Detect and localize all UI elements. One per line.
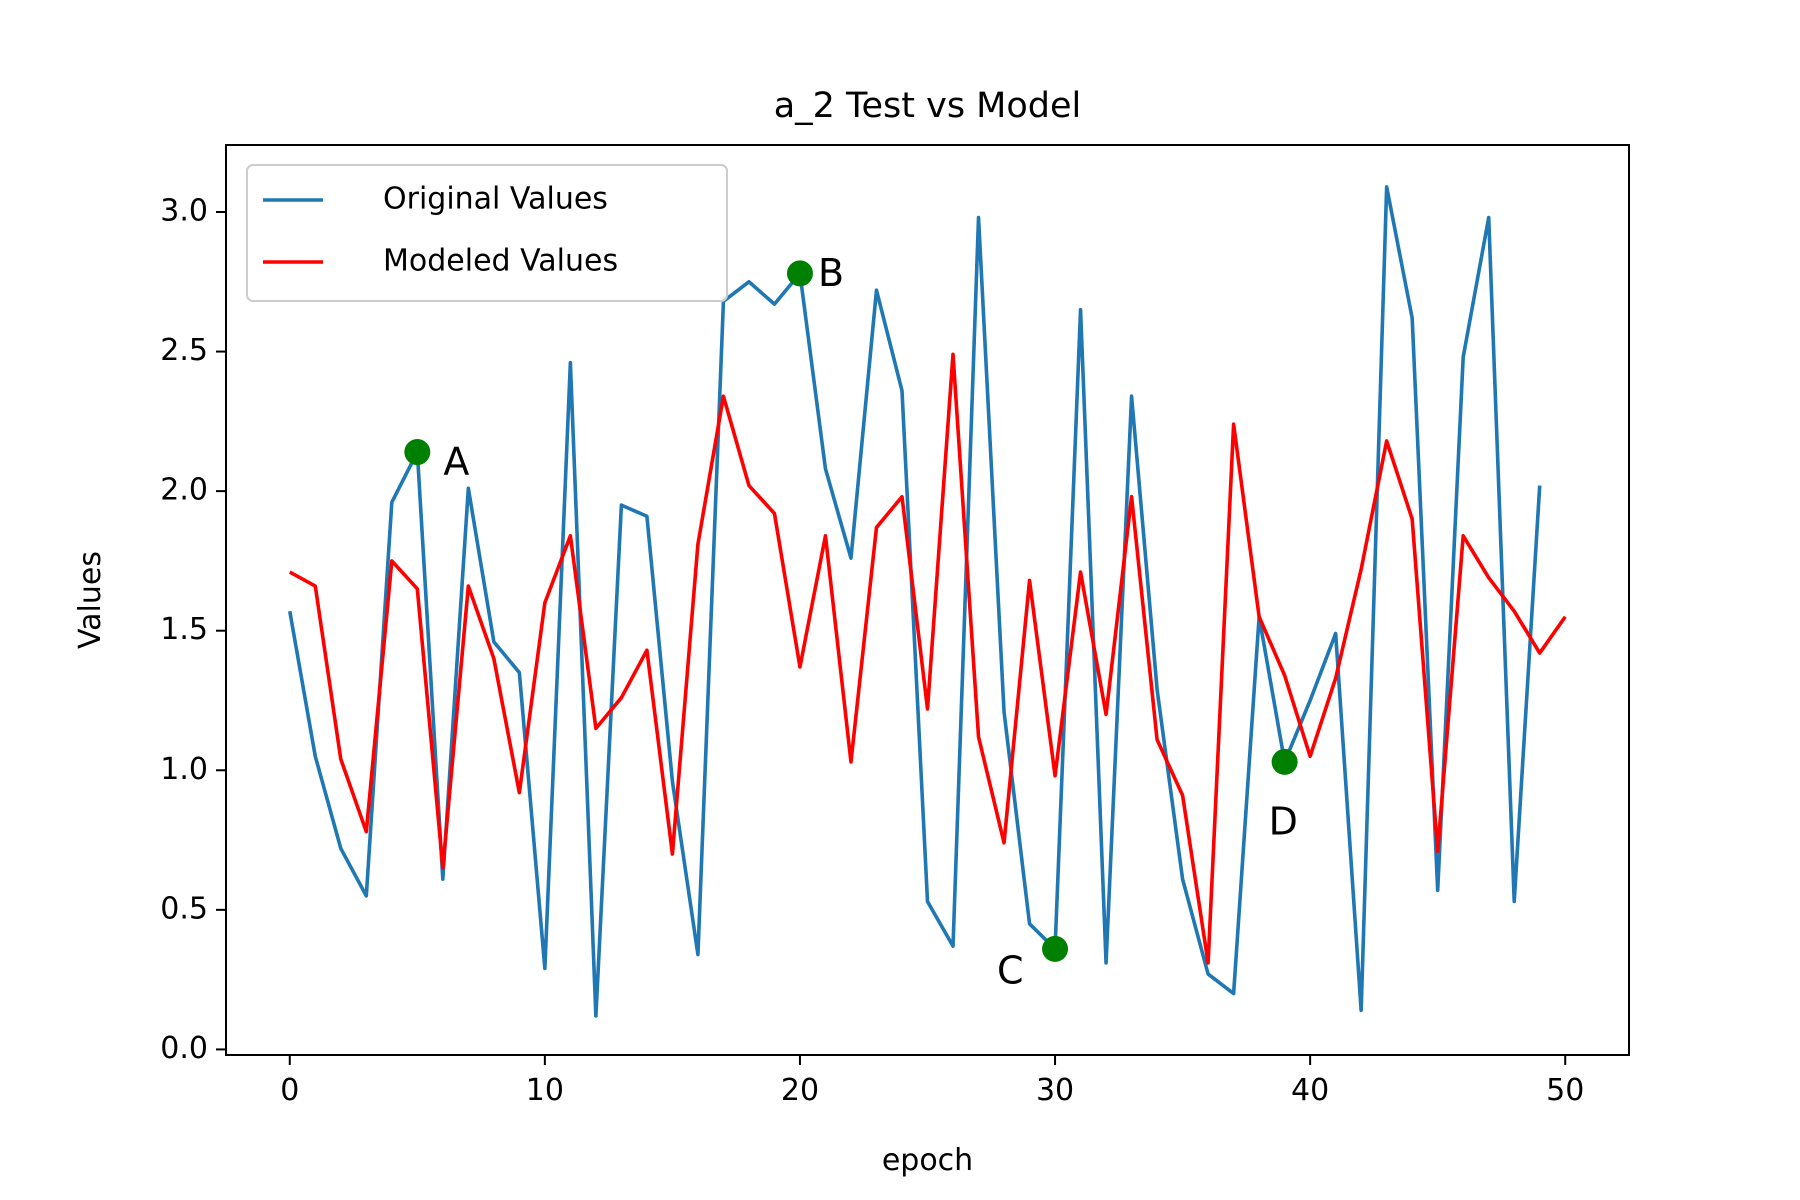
series-line-1 bbox=[288, 352, 1567, 965]
y-tick-label: 3.0 bbox=[160, 193, 208, 228]
y-tick-label: 2.0 bbox=[160, 473, 208, 508]
y-tick-label: 1.0 bbox=[160, 752, 208, 787]
y-tick-label: 1.5 bbox=[160, 612, 208, 647]
annotation-point-b bbox=[786, 260, 813, 287]
chart-title: a_2 Test vs Model bbox=[774, 86, 1082, 126]
series-line-0 bbox=[287, 185, 1542, 1018]
plot-frame bbox=[225, 144, 1630, 1056]
x-tick-label: 40 bbox=[1291, 1073, 1329, 1108]
y-tick-label: 0.5 bbox=[160, 891, 208, 926]
annotation-point-d bbox=[1271, 748, 1298, 775]
y-tick-label: 2.5 bbox=[160, 333, 208, 368]
legend-box bbox=[246, 164, 728, 302]
annotation-label-c: C bbox=[997, 948, 1024, 992]
x-tick-label: 30 bbox=[1036, 1073, 1074, 1108]
annotation-label-d: D bbox=[1269, 799, 1298, 843]
legend-label-1: Modeled Values bbox=[383, 244, 618, 279]
annotation-label-a: A bbox=[443, 440, 469, 484]
x-tick-label: 20 bbox=[781, 1073, 819, 1108]
x-tick-label: 50 bbox=[1546, 1073, 1584, 1108]
annotation-label-b: B bbox=[818, 251, 844, 295]
y-axis-label: Values bbox=[73, 551, 108, 649]
legend-label-0: Original Values bbox=[383, 182, 608, 217]
x-tick-label: 0 bbox=[280, 1073, 299, 1108]
x-tick-label: 10 bbox=[526, 1073, 564, 1108]
x-axis-label: epoch bbox=[882, 1143, 973, 1178]
annotation-point-a bbox=[404, 439, 431, 466]
annotation-point-c bbox=[1042, 935, 1069, 962]
y-tick-label: 0.0 bbox=[160, 1031, 208, 1066]
